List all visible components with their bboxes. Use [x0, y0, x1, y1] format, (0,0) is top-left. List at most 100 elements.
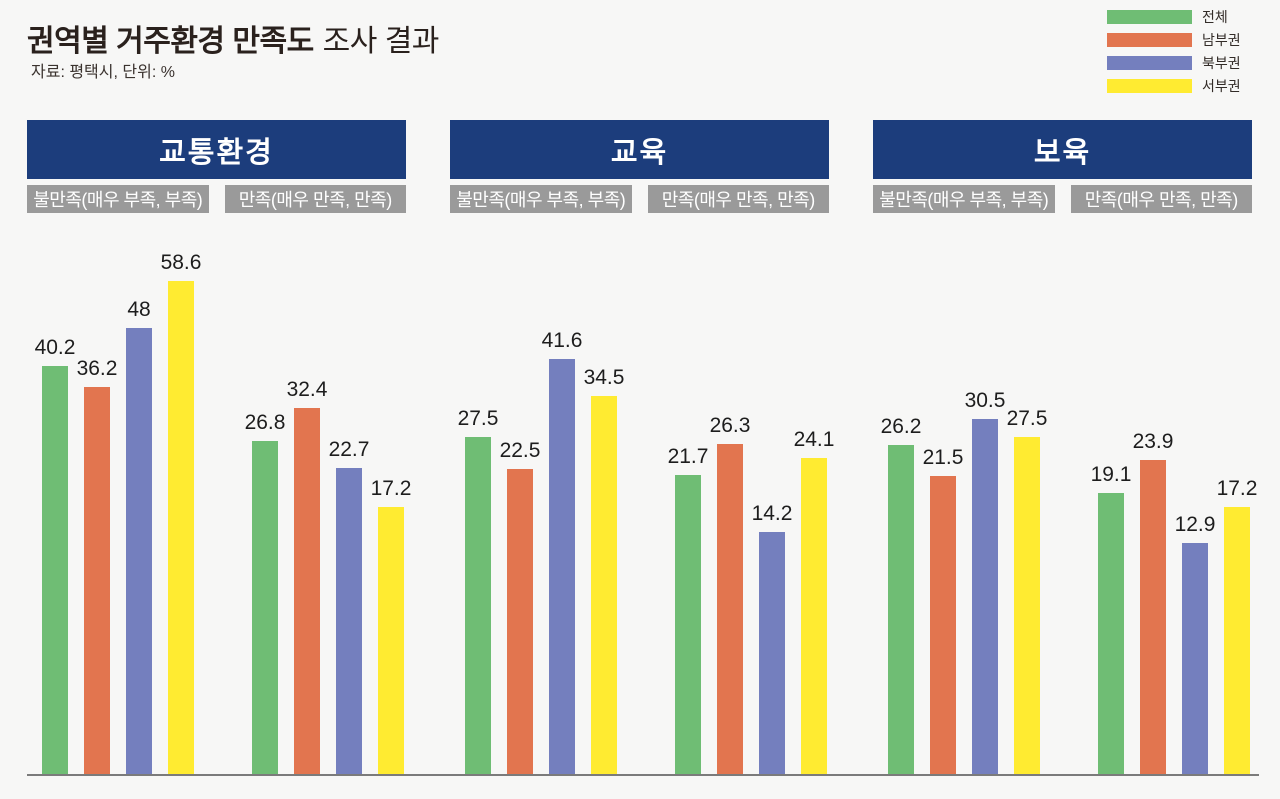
bar-group: 19.1 23.9 12.9 17.2	[1091, 430, 1257, 775]
bar-value-label: 26.3	[709, 414, 751, 437]
bar	[465, 437, 491, 775]
legend-item-label: 남부권	[1202, 32, 1241, 48]
bar-value-label: 32.4	[286, 378, 328, 401]
group-label: 불만족(매우 부족, 부족)	[27, 185, 209, 213]
chart-section: 교통환경 불만족(매우 부족, 부족) 만족(매우 만족, 만족) 40.2 36.2 4…	[27, 120, 411, 775]
bar-value-label: 17.2	[1216, 477, 1258, 500]
bar-value-label: 58.6	[160, 251, 202, 274]
legend-color-swatch	[1107, 79, 1192, 93]
bar	[294, 408, 320, 775]
bar-group: 21.7 26.3 14.2 24.1	[668, 414, 834, 775]
page-title-rest: 조사 결과	[322, 25, 440, 58]
group-label: 불만족(매우 부족, 부족)	[450, 185, 632, 213]
bar-column: 17.2	[371, 477, 411, 775]
bar-value-label: 12.9	[1174, 513, 1216, 536]
bar	[972, 419, 998, 775]
bar-group: 27.5 22.5 41.6 34.5	[458, 329, 624, 775]
section-header: 보육	[873, 120, 1252, 179]
bar-column: 26.3	[710, 414, 750, 775]
bar-value-label: 27.5	[457, 407, 499, 430]
legend-item-label: 서부권	[1202, 78, 1241, 94]
legend-item: 전체	[1107, 9, 1241, 25]
bar-column: 12.9	[1175, 513, 1215, 775]
group-label-row: 불만족(매우 부족, 부족) 만족(매우 만족, 만족)	[873, 185, 1252, 213]
bar	[930, 476, 956, 775]
bar-value-label: 26.2	[880, 415, 922, 438]
bar-column: 32.4	[287, 378, 327, 775]
section-header: 교육	[450, 120, 829, 179]
bar	[126, 328, 152, 775]
bar-column: 27.5	[1007, 407, 1047, 775]
bar-column: 26.2	[881, 415, 921, 775]
group-label-row: 불만족(매우 부족, 부족) 만족(매우 만족, 만족)	[450, 185, 829, 213]
bar-area: 40.2 36.2 48 58.6 26.8 32.4 22.7 17.2	[27, 220, 411, 775]
bar-column: 40.2	[35, 336, 75, 775]
bar	[759, 532, 785, 775]
page-title-emphasis: 권역별 거주환경 만족도	[27, 25, 314, 58]
bar-column: 21.7	[668, 445, 708, 775]
bar-value-label: 21.5	[922, 446, 964, 469]
bar-value-label: 22.5	[499, 439, 541, 462]
bar-value-label: 26.8	[244, 411, 286, 434]
bar	[591, 396, 617, 775]
bar-value-label: 48	[127, 298, 151, 321]
bar-column: 27.5	[458, 407, 498, 775]
legend-item-label: 전체	[1202, 9, 1228, 25]
bar	[675, 475, 701, 775]
bar-value-label: 21.7	[667, 445, 709, 468]
legend-color-swatch	[1107, 56, 1192, 70]
group-label: 만족(매우 만족, 만족)	[647, 185, 829, 213]
bar	[801, 458, 827, 775]
bar-value-label: 27.5	[1006, 407, 1048, 430]
bar-column: 21.5	[923, 446, 963, 775]
bar-group: 26.2 21.5 30.5 27.5	[881, 389, 1047, 775]
bar	[888, 445, 914, 775]
bar	[1224, 507, 1250, 775]
bar-area: 27.5 22.5 41.6 34.5 21.7 26.3 14.2 24.1	[450, 220, 834, 775]
bar-column: 19.1	[1091, 463, 1131, 775]
bar	[336, 468, 362, 775]
source-and-unit-note: 자료: 평택시, 단위: %	[31, 64, 175, 81]
bar	[84, 387, 110, 775]
bar-group: 40.2 36.2 48 58.6	[35, 251, 201, 775]
bar-value-label: 41.6	[541, 329, 583, 352]
page-title: 권역별 거주환경 만족도 조사 결과	[27, 16, 439, 60]
bar-column: 48	[126, 298, 152, 775]
chart-baseline	[27, 774, 1259, 776]
legend-item: 남부권	[1107, 32, 1241, 48]
bar-value-label: 19.1	[1090, 463, 1132, 486]
bar-column: 26.8	[245, 411, 285, 775]
bar-column: 41.6	[542, 329, 582, 775]
bar	[1098, 493, 1124, 775]
group-label-row: 불만족(매우 부족, 부족) 만족(매우 만족, 만족)	[27, 185, 406, 213]
bar	[378, 507, 404, 775]
bar-column: 30.5	[965, 389, 1005, 775]
legend-item: 서부권	[1107, 78, 1241, 94]
section-header: 교통환경	[27, 120, 406, 179]
bar	[717, 444, 743, 775]
legend-color-swatch	[1107, 10, 1192, 24]
bar-area: 26.2 21.5 30.5 27.5 19.1 23.9 12.9 17.2	[873, 220, 1257, 775]
bar-value-label: 24.1	[793, 428, 835, 451]
bar-column: 24.1	[794, 428, 834, 775]
bar-column: 34.5	[584, 366, 624, 775]
bar	[549, 359, 575, 775]
group-label: 만족(매우 만족, 만족)	[1070, 185, 1252, 213]
bar-value-label: 30.5	[964, 389, 1006, 412]
group-label: 불만족(매우 부족, 부족)	[873, 185, 1055, 213]
bar	[1182, 543, 1208, 775]
bar	[507, 469, 533, 775]
group-label: 만족(매우 만족, 만족)	[224, 185, 406, 213]
bar-value-label: 36.2	[76, 357, 118, 380]
bar	[1014, 437, 1040, 775]
bar-column: 36.2	[77, 357, 117, 775]
bar-column: 23.9	[1133, 430, 1173, 775]
bar-column: 17.2	[1217, 477, 1257, 775]
bar-group: 26.8 32.4 22.7 17.2	[245, 378, 411, 775]
bar	[168, 281, 194, 775]
legend-item: 북부권	[1107, 55, 1241, 71]
